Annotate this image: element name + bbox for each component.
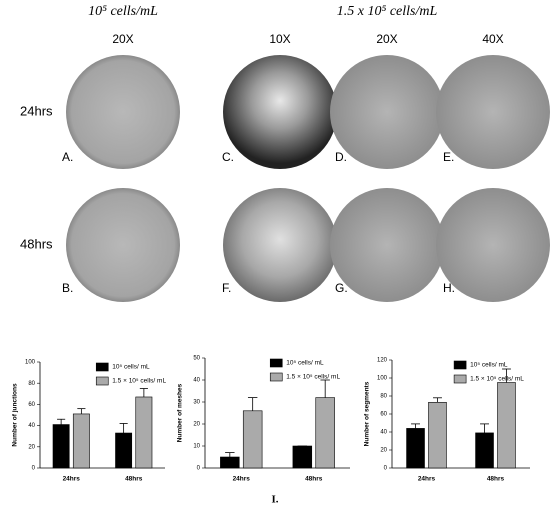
y-tick-label: 40 [193,378,200,384]
micrograph [223,188,337,302]
y-tick-label: 60 [380,412,387,418]
micrograph [330,55,444,169]
y-tick-label: 80 [380,394,387,400]
micrograph [66,188,180,302]
y-tick-label: 40 [380,430,387,436]
legend-label: 1.5 × 10⁵ cells/ mL [470,376,524,383]
micrograph [436,188,550,302]
panel-label: F. [222,281,231,295]
y-tick-label: 120 [377,358,388,364]
y-tick-label: 20 [28,444,35,450]
y-tick-label: 80 [28,381,35,387]
y-tick-label: 20 [380,448,387,454]
bar [72,413,90,469]
x-tick-label: 48hrs [487,476,505,483]
panel-label: D. [335,150,347,164]
x-tick-label: 48hrs [125,476,143,483]
bar [497,382,516,469]
bar [315,397,335,469]
y-tick-label: 0 [32,466,36,472]
legend-label: 1.5 × 10⁵ cells/ mL [112,378,166,385]
x-tick-label: 24hrs [233,476,251,483]
bar [428,401,447,469]
bar [406,428,425,469]
y-tick-label: 0 [384,466,388,472]
y-tick-label: 60 [28,402,35,408]
legend-label: 10⁵ cells/ mL [470,362,508,369]
micrograph [66,55,180,169]
legend-swatch [95,362,109,372]
y-tick-label: 40 [28,423,35,429]
panel-label: G. [335,281,348,295]
y-axis-label: Number of meshes [177,383,184,442]
panel-label: B. [62,281,73,295]
panel-label: A. [62,150,73,164]
x-tick-label: 24hrs [63,476,81,483]
legend-label: 10⁵ cells/ mL [286,360,324,367]
y-tick-label: 0 [197,466,201,472]
y-tick-label: 10 [193,444,200,450]
bar [135,396,153,469]
magnification: 20X [112,32,133,46]
micrograph [223,55,337,169]
panel-label: E. [443,150,454,164]
row-label: 24hrs [20,103,53,118]
bar [52,424,70,469]
bar [475,432,494,469]
micrograph [436,55,550,169]
y-axis-label: Number of segments [364,381,371,446]
y-axis-label: Number of junctions [12,383,19,447]
y-tick-label: 100 [377,376,388,382]
legend-swatch [269,372,283,382]
legend-swatch [269,358,283,368]
magnification: 20X [376,32,397,46]
bar [220,456,240,469]
panel-label: C. [222,150,234,164]
y-tick-label: 30 [193,400,200,406]
legend-label: 1.5 × 10⁵ cells/ mL [286,374,340,381]
header-right: 1.5 x 10⁵ cells/mL [337,4,438,19]
y-tick-label: 20 [193,422,200,428]
row-label: 48hrs [20,236,53,251]
legend-swatch [453,360,467,370]
magnification: 10X [269,32,290,46]
y-tick-label: 50 [193,356,200,362]
y-tick-label: 100 [25,360,36,366]
micrograph [330,188,444,302]
bar [292,445,313,469]
caption: I. [271,494,278,506]
legend-swatch [95,376,109,386]
x-tick-label: 24hrs [418,476,436,483]
magnification: 40X [482,32,503,46]
legend-swatch [453,374,467,384]
panel-label: H. [443,281,455,295]
x-tick-label: 48hrs [305,476,323,483]
bar [115,432,133,469]
legend-label: 10⁵ cells/ mL [112,364,150,371]
header-left: 10⁵ cells/mL [88,4,158,19]
bar [242,410,263,469]
